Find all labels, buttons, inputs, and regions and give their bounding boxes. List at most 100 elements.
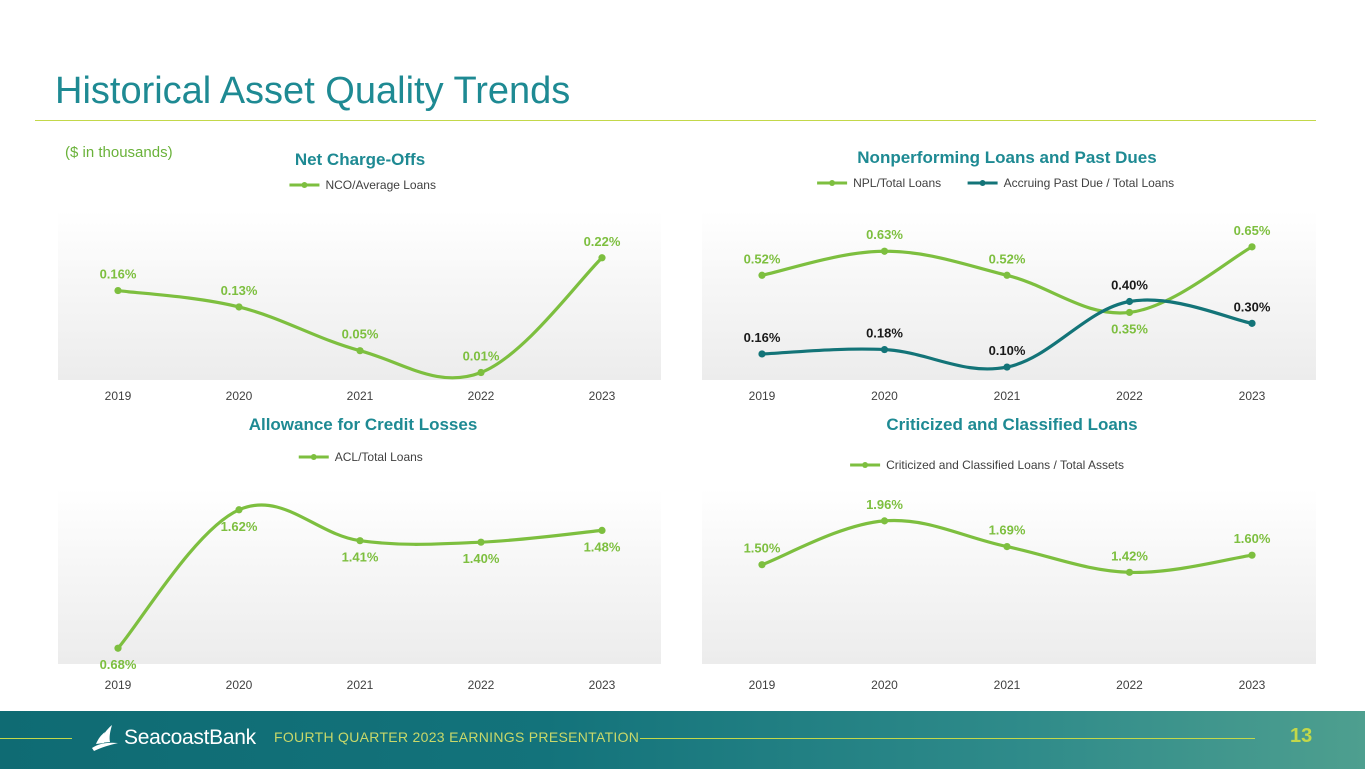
npl-data-point [758,271,766,279]
sail-logo-icon [92,725,118,751]
npl-data-label: 0.35% [1111,321,1148,336]
ccl-x-tick-label: 2020 [871,678,898,692]
nco-data-point [598,254,606,262]
nco-data-label: 0.05% [342,327,379,342]
seacoast-logo: SeacoastBank [90,723,256,753]
npl-data-label: 0.10% [989,343,1026,358]
npl-chart-title: Nonperforming Loans and Past Dues [857,148,1156,167]
nco-x-tick-label: 2021 [347,389,374,403]
charts-canvas: Net Charge-Offs NCO/Average Loans 2019 2020… [58,148,1316,692]
footer-rule-right [640,738,1255,739]
acl-x-tick-label: 2022 [468,678,495,692]
acl-data-point [114,644,122,652]
nco-x-tick-label: 2019 [105,389,132,403]
acl-data-label: 1.40% [463,551,500,566]
npl-data-label: 0.52% [989,251,1026,266]
npl-data-label: 0.16% [744,330,781,345]
ccl-data-point [758,561,766,569]
npl-x-tick-label: 2022 [1116,389,1143,403]
ccl-x-tick-label: 2021 [994,678,1021,692]
footer-brand: SeacoastBank [124,726,256,749]
nco-x-tick-label: 2020 [226,389,253,403]
acl-data-point [598,526,606,535]
nco-data-point [477,368,485,377]
npl-legend-marker-1 [979,180,986,186]
ccl-data-point [1125,568,1134,576]
nco-data-label: 0.16% [100,267,137,282]
ccl-chart-title: Criticized and Classified Loans [886,415,1137,434]
ccl-legend-label-0: Criticized and Classified Loans / Total … [886,458,1124,472]
acl-x-tick-label: 2023 [589,678,616,692]
footer-caption: FOURTH QUARTER 2023 EARNINGS PRESENTATIO… [274,729,640,745]
nco-legend: NCO/Average Loans [289,178,436,192]
acl-x-tick-label: 2021 [347,678,374,692]
ccl-data-label: 1.50% [744,541,781,556]
npl-legend-marker-0 [829,180,836,186]
ccl-data-label: 1.42% [1111,548,1148,563]
nco-data-point [114,286,122,295]
npl-data-label: 0.63% [866,227,903,242]
chart-ccl: Criticized and Classified Loans Criticize… [702,415,1316,692]
ccl-legend: Criticized and Classified Loans / Total … [850,458,1124,472]
npl-x-tick-label: 2019 [749,389,776,403]
npl-x-tick-label: 2021 [994,389,1021,403]
ccl-x-tick-label: 2019 [749,678,776,692]
nco-data-point [235,303,243,311]
acl-chart-title: Allowance for Credit Losses [249,415,478,434]
acl-x-tick-label: 2020 [226,678,253,692]
units-note: ($ in thousands) [65,144,173,161]
nco-data-label: 0.13% [221,283,258,298]
npl-legend: NPL/Total Loans Accruing Past Due / Total… [817,176,1174,190]
nco-chart-title: Net Charge-Offs [295,150,425,169]
nco-data-point [356,347,364,355]
nco-data-label: 0.22% [584,234,621,249]
chart-nco: Net Charge-Offs NCO/Average Loans 2019 2020… [58,150,661,403]
npl-data-label: 0.18% [866,326,903,341]
acl-legend-marker-0 [310,454,317,460]
nco-legend-label-0: NCO/Average Loans [325,178,436,192]
acl-data-point [235,506,243,514]
acl-data-label: 1.48% [584,539,621,554]
nco-x-tick-label: 2023 [589,389,616,403]
acl-data-label: 0.68% [100,657,137,672]
ccl-data-label: 1.60% [1234,531,1271,546]
ccl-data-point [1003,543,1011,551]
npl-data-point [1003,363,1011,371]
npl-data-point [880,345,889,354]
npl-x-tick-label: 2020 [871,389,898,403]
nco-data-label: 0.01% [463,349,500,364]
acl-plot-area [58,488,661,664]
footer-rule-left [0,738,72,739]
npl-data-point [758,350,766,358]
npl-data-label: 0.65% [1234,223,1271,238]
acl-data-label: 1.41% [342,550,379,565]
npl-data-point [880,247,889,255]
chart-acl: Allowance for Credit Losses ACL/Total Loa… [58,415,661,692]
npl-legend-label-0: NPL/Total Loans [853,176,941,190]
npl-data-label: 0.40% [1111,278,1148,293]
chart-npl: Nonperforming Loans and Past Dues NPL/Tot… [702,148,1316,403]
acl-legend: ACL/Total Loans [298,450,423,464]
ccl-x-tick-label: 2022 [1116,678,1143,692]
nco-x-tick-label: 2022 [468,389,495,403]
npl-data-point [1248,319,1256,327]
acl-data-label: 1.62% [221,519,258,534]
acl-data-point [477,538,485,546]
ccl-legend-marker-0 [862,462,869,468]
npl-data-label: 0.30% [1234,299,1271,314]
ccl-data-point [1248,551,1256,559]
acl-data-point [356,537,364,545]
acl-legend-label-0: ACL/Total Loans [335,450,423,464]
npl-data-point [1125,308,1134,317]
ccl-x-tick-label: 2023 [1239,678,1266,692]
acl-x-tick-label: 2019 [105,678,132,692]
npl-x-tick-label: 2023 [1239,389,1266,403]
footer-bar: SeacoastBank FOURTH QUARTER 2023 EARNING… [0,711,1365,769]
npl-data-point [1248,243,1256,251]
ccl-plot-area [702,488,1316,664]
npl-data-point [1125,297,1134,306]
npl-legend-label-1: Accruing Past Due / Total Loans [1004,176,1175,190]
ccl-data-label: 1.96% [866,497,903,512]
ccl-data-point [880,517,889,525]
ccl-data-label: 1.69% [989,523,1026,538]
